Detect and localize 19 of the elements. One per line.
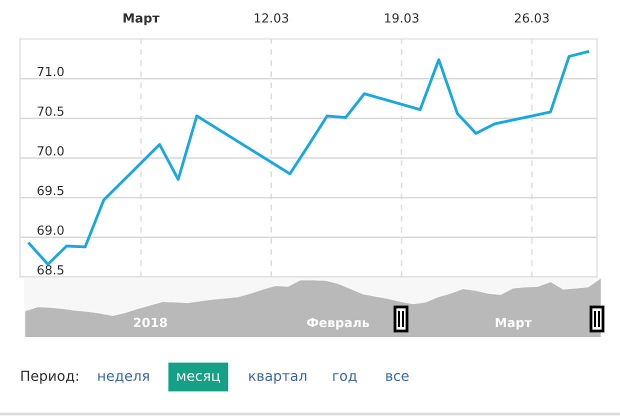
y-tick-label: 71.0 [38, 66, 64, 76]
x-tick-label: Март [496, 318, 532, 330]
category-label: квартал [249, 373, 306, 384]
y-tick-label: 68.5 [38, 265, 64, 275]
x-tick-label: 26.03 [514, 13, 549, 23]
category-label: неделя [98, 373, 149, 383]
x-tick-label: Февраль [307, 318, 370, 330]
y-tick-label: 69.5 [38, 186, 64, 196]
y-tick-label: 69.0 [38, 225, 64, 235]
category-label: год [333, 373, 357, 383]
y-tick-label: 70.0 [38, 146, 64, 156]
y-tick-label: 70.5 [38, 106, 64, 116]
category-label: месяц [177, 373, 220, 383]
x-tick-label: 2018 [134, 318, 167, 328]
x-tick-label: 19.03 [385, 13, 418, 23]
x-tick-label: Март [124, 13, 160, 26]
text: Период: [21, 370, 78, 384]
category-label: все [386, 373, 409, 382]
x-tick-label: 12.03 [254, 13, 288, 23]
